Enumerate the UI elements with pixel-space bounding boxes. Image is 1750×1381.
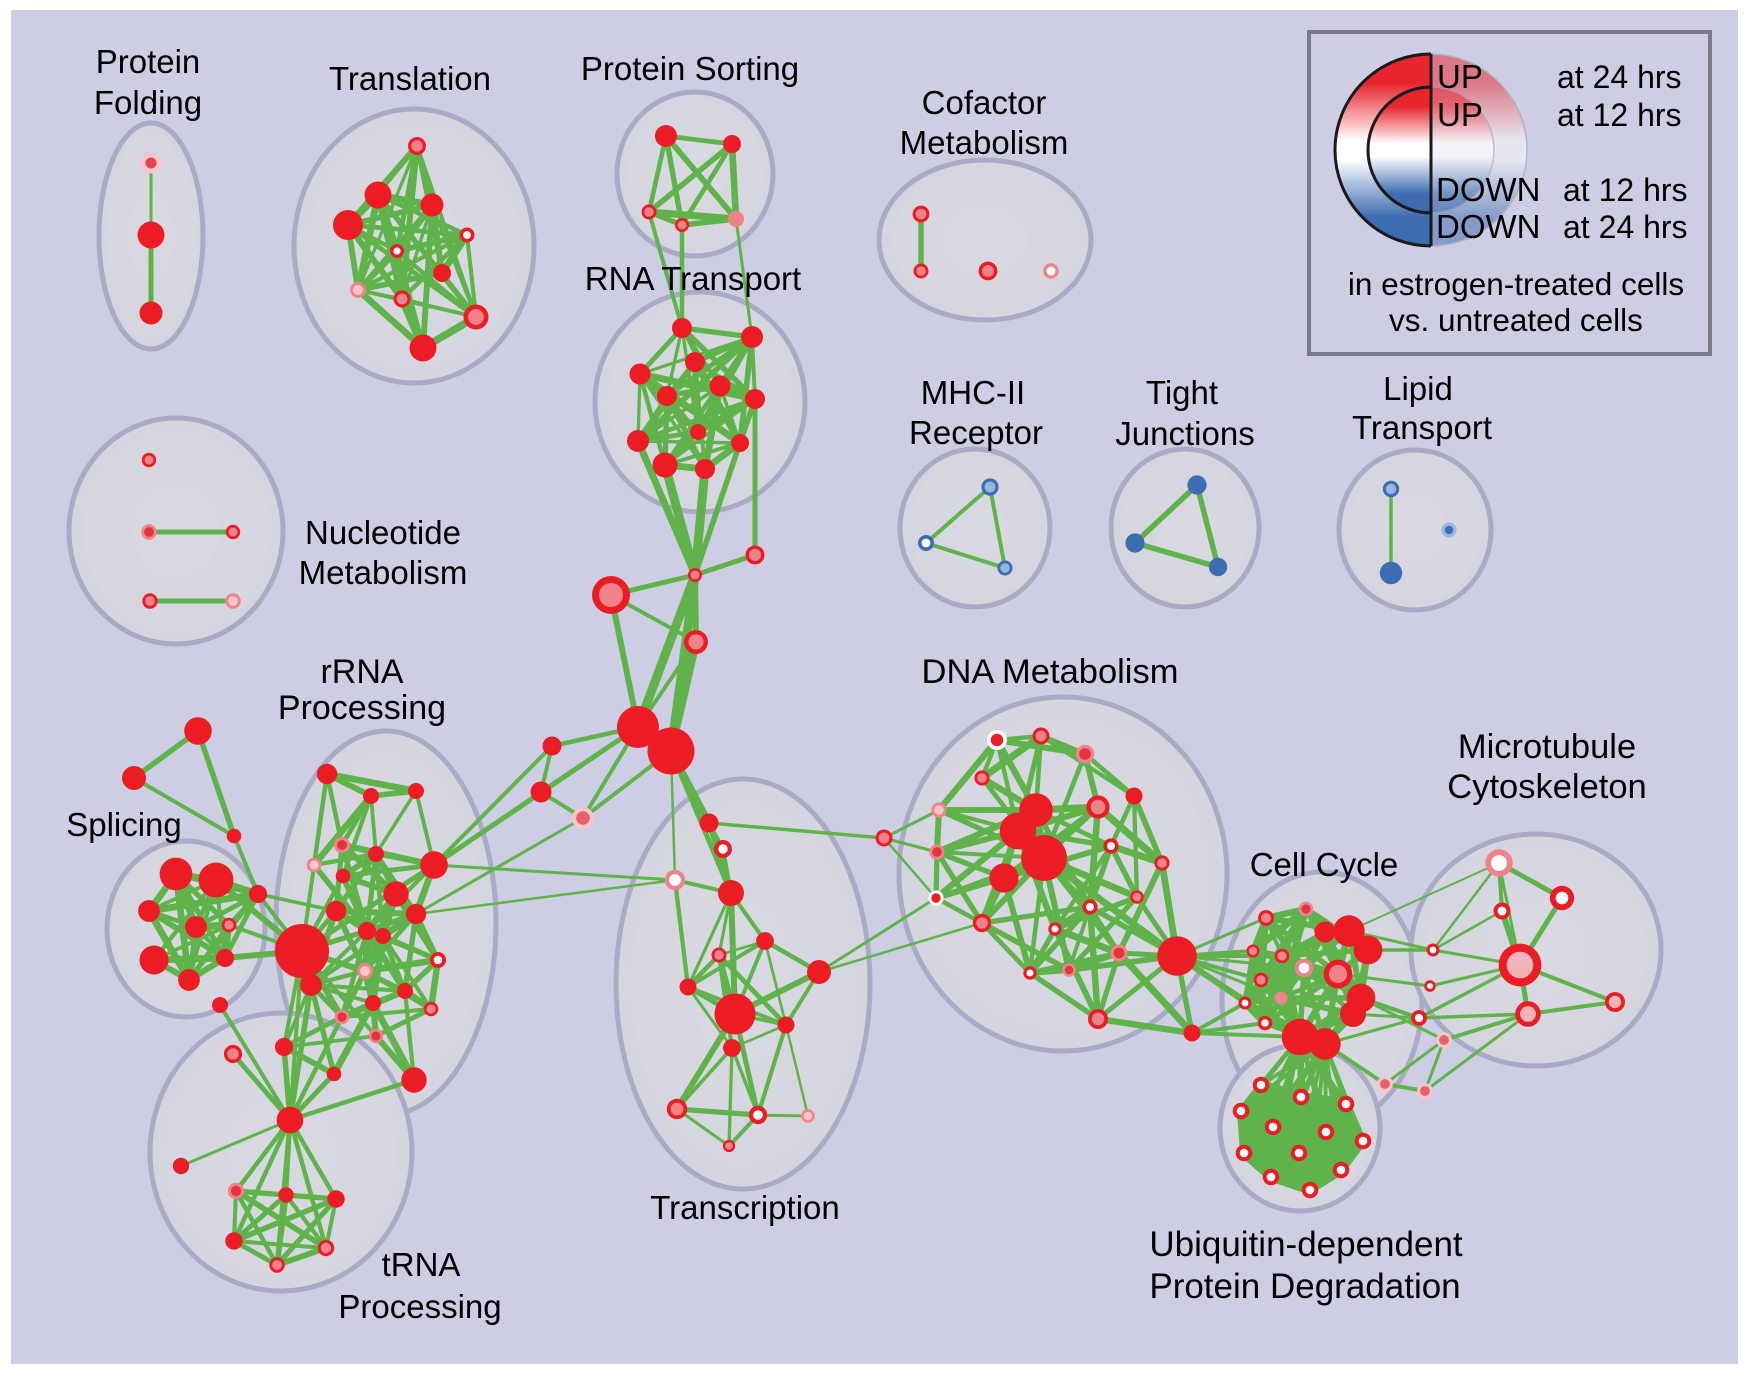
svg-text:at 24 hrs: at 24 hrs — [1557, 59, 1682, 95]
svg-text:rRNA: rRNA — [320, 653, 403, 691]
svg-text:vs. untreated cells: vs. untreated cells — [1389, 302, 1643, 338]
svg-text:UP: UP — [1437, 96, 1483, 133]
svg-text:Receptor: Receptor — [909, 414, 1043, 451]
svg-text:Cofactor: Cofactor — [922, 84, 1047, 121]
svg-text:Protein Degradation: Protein Degradation — [1149, 1267, 1460, 1306]
svg-text:Tight: Tight — [1146, 374, 1218, 411]
svg-text:Microtubule: Microtubule — [1458, 728, 1636, 766]
svg-text:Transport: Transport — [1352, 409, 1492, 446]
svg-text:UP: UP — [1437, 58, 1483, 95]
svg-text:Processing: Processing — [338, 1288, 501, 1325]
svg-text:Cytoskeleton: Cytoskeleton — [1447, 768, 1646, 806]
svg-text:Lipid: Lipid — [1383, 370, 1453, 407]
svg-text:Folding: Folding — [94, 84, 202, 121]
svg-text:Protein: Protein — [96, 43, 201, 80]
svg-text:DOWN: DOWN — [1436, 171, 1540, 208]
svg-text:at 24 hrs: at 24 hrs — [1563, 209, 1688, 245]
svg-text:Translation: Translation — [329, 60, 491, 97]
svg-text:Splicing: Splicing — [66, 806, 182, 843]
svg-text:Ubiquitin-dependent: Ubiquitin-dependent — [1149, 1225, 1463, 1264]
svg-text:at 12 hrs: at 12 hrs — [1557, 97, 1682, 133]
svg-text:Transcription: Transcription — [650, 1189, 840, 1226]
svg-text:MHC-II: MHC-II — [921, 374, 1025, 411]
svg-text:tRNA: tRNA — [382, 1246, 461, 1283]
svg-text:Nucleotide: Nucleotide — [305, 514, 461, 551]
svg-text:Metabolism: Metabolism — [900, 124, 1069, 161]
svg-text:Processing: Processing — [278, 689, 446, 727]
svg-text:DOWN: DOWN — [1436, 208, 1540, 245]
svg-text:RNA Transport: RNA Transport — [585, 260, 801, 297]
svg-text:Cell Cycle: Cell Cycle — [1250, 846, 1399, 883]
svg-text:Metabolism: Metabolism — [299, 554, 468, 591]
svg-text:at 12 hrs: at 12 hrs — [1563, 172, 1688, 208]
svg-text:DNA Metabolism: DNA Metabolism — [922, 653, 1179, 691]
svg-text:in estrogen-treated cells: in estrogen-treated cells — [1348, 266, 1684, 302]
svg-text:Protein Sorting: Protein Sorting — [581, 50, 799, 87]
svg-text:Junctions: Junctions — [1115, 415, 1254, 452]
